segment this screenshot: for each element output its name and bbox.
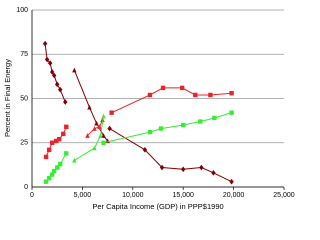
x-tick-label: 10,000 [122, 192, 144, 199]
point [58, 86, 63, 93]
x-tick-label: 0 [30, 192, 34, 199]
y-tick-label: 0 [24, 184, 28, 191]
point [44, 56, 50, 63]
y-tick-label: 50 [20, 95, 28, 102]
y-tick-label: 100 [16, 7, 28, 14]
series-line [74, 116, 105, 161]
point [55, 165, 60, 170]
point [51, 72, 57, 79]
point [42, 40, 48, 47]
point [72, 67, 77, 73]
point [43, 179, 49, 184]
point [109, 110, 114, 115]
point [97, 124, 102, 130]
point [208, 92, 213, 98]
point [57, 137, 62, 142]
point [147, 92, 153, 98]
point [212, 115, 217, 121]
point [92, 125, 97, 131]
point [101, 140, 106, 145]
point [51, 168, 57, 174]
point [159, 164, 165, 171]
series-line [73, 69, 108, 142]
point [101, 113, 106, 119]
x-tick-label: 15,000 [172, 192, 194, 199]
point [63, 99, 68, 105]
x-axis-label: Per Capita Income (GDP) in PPP$1990 [92, 202, 223, 211]
point [49, 172, 55, 177]
point [147, 129, 153, 135]
point [211, 170, 216, 176]
point [47, 60, 53, 66]
point [49, 140, 55, 145]
point [46, 147, 52, 153]
point [61, 131, 66, 137]
point [160, 85, 166, 91]
point [198, 119, 203, 124]
x-tick-label: 25,000 [273, 192, 295, 199]
point [158, 126, 164, 131]
x-tick-label: 20,000 [223, 192, 245, 199]
point [229, 178, 234, 185]
point [229, 110, 234, 115]
x-tick-label: 5,000 [74, 192, 92, 199]
point [92, 145, 97, 151]
point [107, 125, 112, 132]
series-line [44, 43, 66, 103]
point [181, 166, 186, 173]
point [229, 90, 234, 96]
series-line [111, 87, 232, 114]
point [64, 151, 69, 156]
point [43, 154, 49, 160]
point [49, 69, 55, 75]
point [94, 120, 99, 126]
chart: Per Capita Income (GDP) in PPP$1990 Perc… [3, 7, 295, 211]
point [46, 175, 52, 181]
point [58, 161, 63, 167]
point [142, 147, 148, 153]
point [181, 122, 186, 128]
point [87, 104, 92, 110]
y-tick-label: 75 [20, 51, 28, 58]
y-tick-label: 25 [20, 140, 28, 147]
point [72, 157, 77, 163]
y-axis-label: Percent in Final Energy [3, 59, 12, 137]
point [199, 164, 204, 171]
point [64, 124, 69, 130]
point [101, 133, 106, 138]
point [98, 133, 103, 138]
point [179, 85, 185, 91]
point [85, 133, 90, 138]
point [55, 81, 60, 88]
point [193, 92, 198, 98]
series-line [87, 119, 104, 137]
